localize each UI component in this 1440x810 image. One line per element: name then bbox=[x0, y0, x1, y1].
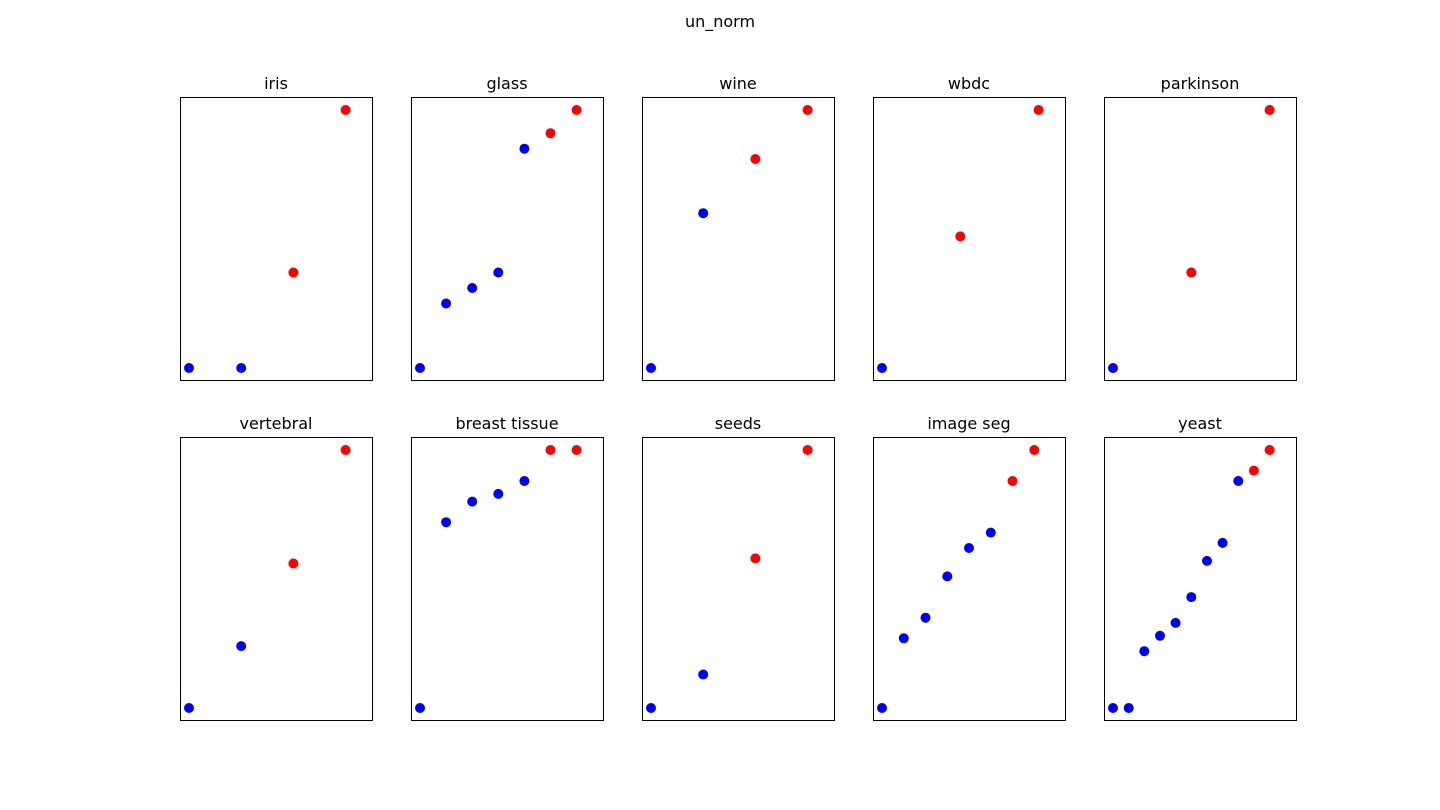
blue-point bbox=[415, 703, 425, 713]
blue-point bbox=[441, 298, 452, 309]
subplot-seeds: seeds bbox=[642, 414, 835, 721]
blue-point bbox=[942, 571, 953, 582]
axes-frame bbox=[180, 437, 373, 721]
red-point bbox=[750, 553, 761, 564]
red-point bbox=[802, 445, 813, 455]
red-point bbox=[288, 558, 299, 569]
subplot-yeast: yeast bbox=[1104, 414, 1297, 721]
red-point bbox=[1007, 476, 1018, 486]
red-point bbox=[545, 128, 556, 139]
subplot-wine: wine bbox=[642, 74, 835, 381]
blue-point bbox=[1108, 363, 1118, 373]
subplot-title: parkinson bbox=[1161, 74, 1240, 93]
blue-point bbox=[646, 363, 656, 373]
subplot-title: glass bbox=[486, 74, 527, 93]
axes-frame bbox=[180, 97, 373, 381]
red-point bbox=[955, 231, 966, 242]
red-point bbox=[1264, 105, 1275, 115]
blue-point bbox=[964, 543, 974, 553]
subplot-title: breast tissue bbox=[455, 414, 558, 433]
blue-point bbox=[1186, 592, 1197, 603]
subplot-title: yeast bbox=[1178, 414, 1222, 433]
red-point bbox=[340, 445, 351, 455]
blue-point bbox=[467, 496, 478, 507]
subplot-title: image seg bbox=[927, 414, 1010, 433]
blue-point bbox=[877, 703, 887, 713]
subplot-parkinson: parkinson bbox=[1104, 74, 1297, 381]
red-point bbox=[802, 105, 813, 115]
subplot-wbdc: wbdc bbox=[873, 74, 1066, 381]
axes-frame bbox=[873, 437, 1066, 721]
blue-point bbox=[441, 517, 452, 528]
red-point bbox=[288, 267, 299, 278]
blue-point bbox=[1123, 703, 1134, 713]
red-point bbox=[1186, 267, 1197, 278]
red-point bbox=[750, 154, 761, 164]
blue-point bbox=[493, 267, 504, 278]
blue-point bbox=[1108, 703, 1118, 713]
subplot-image-seg: image seg bbox=[873, 414, 1066, 721]
red-point bbox=[571, 445, 582, 455]
blue-point bbox=[1155, 630, 1165, 641]
blue-point bbox=[184, 703, 194, 713]
blue-point bbox=[1170, 617, 1181, 628]
red-point bbox=[571, 105, 582, 115]
blue-point bbox=[698, 208, 709, 219]
blue-point bbox=[877, 363, 887, 373]
blue-point bbox=[493, 488, 504, 499]
subplot-vertebral: vertebral bbox=[180, 414, 373, 721]
red-point bbox=[1248, 465, 1259, 476]
blue-point bbox=[646, 703, 656, 713]
axes-frame bbox=[873, 97, 1066, 381]
blue-point bbox=[1139, 646, 1150, 657]
subplot-title: iris bbox=[264, 74, 288, 93]
blue-point bbox=[1233, 476, 1244, 486]
blue-point bbox=[184, 363, 194, 373]
red-point bbox=[1029, 445, 1040, 455]
blue-point bbox=[898, 633, 909, 644]
subplot-breast-tissue: breast tissue bbox=[411, 414, 604, 721]
axes-frame bbox=[411, 97, 604, 381]
blue-point bbox=[1202, 555, 1212, 566]
blue-point bbox=[985, 527, 996, 538]
red-point bbox=[1033, 105, 1044, 115]
subplot-title: wbdc bbox=[948, 74, 990, 93]
blue-point bbox=[1217, 537, 1228, 548]
axes-frame bbox=[642, 437, 835, 721]
subplot-title: seeds bbox=[715, 414, 762, 433]
blue-point bbox=[920, 612, 931, 623]
blue-point bbox=[519, 476, 530, 486]
blue-point bbox=[236, 363, 247, 373]
axes-frame bbox=[642, 97, 835, 381]
subplot-iris: iris bbox=[180, 74, 373, 381]
subplot-title: wine bbox=[719, 74, 757, 93]
axes-frame bbox=[411, 437, 604, 721]
axes-frame bbox=[1104, 437, 1297, 721]
red-point bbox=[545, 445, 556, 455]
blue-point bbox=[698, 669, 709, 680]
axes-frame bbox=[1104, 97, 1297, 381]
blue-point bbox=[236, 641, 247, 652]
blue-point bbox=[519, 143, 530, 154]
blue-point bbox=[415, 363, 425, 373]
subplot-glass: glass bbox=[411, 74, 604, 381]
red-point bbox=[340, 105, 351, 115]
red-point bbox=[1264, 445, 1275, 455]
subplot-title: vertebral bbox=[240, 414, 313, 433]
figure-title: un_norm bbox=[684, 12, 756, 31]
blue-point bbox=[467, 283, 478, 293]
